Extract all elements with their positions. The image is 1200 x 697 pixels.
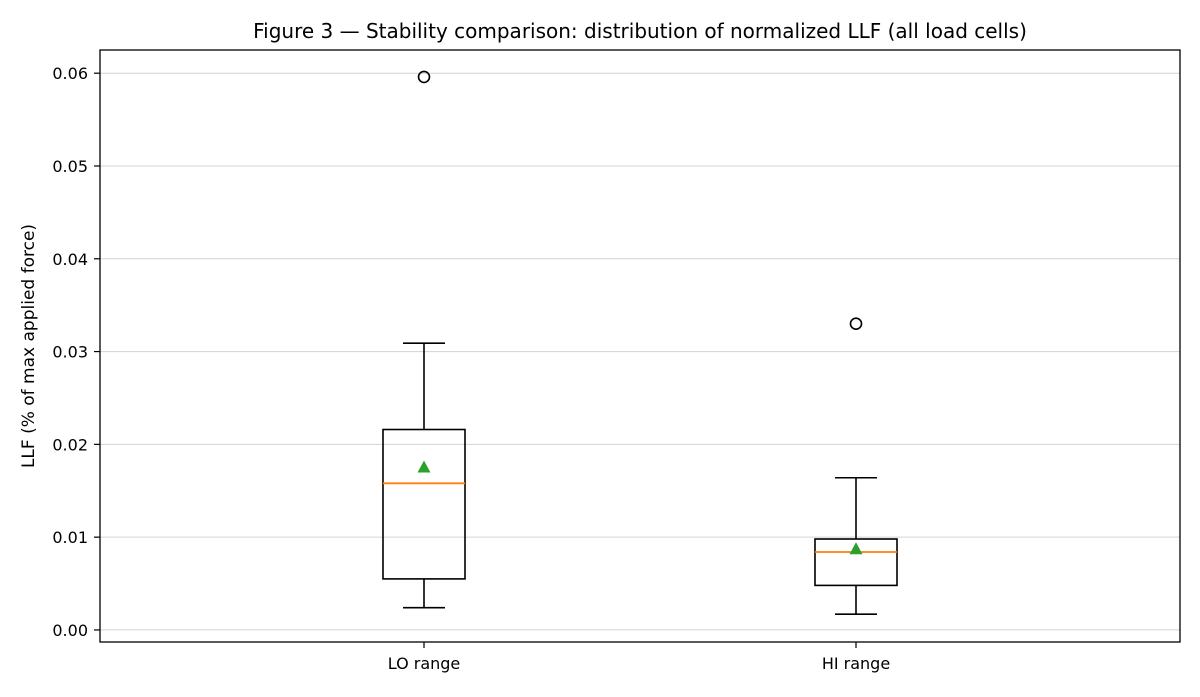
box-group-hi-range bbox=[814, 317, 898, 615]
y-tick-label: 0.01 bbox=[52, 528, 88, 547]
y-tick-label: 0.06 bbox=[52, 64, 88, 83]
outlier-point bbox=[417, 70, 431, 84]
x-tick-label: LO range bbox=[388, 654, 461, 673]
y-axis-label: LLF (% of max applied force) bbox=[19, 224, 39, 468]
y-tick-label: 0.04 bbox=[52, 250, 88, 269]
y-tick-label: 0.03 bbox=[52, 343, 88, 362]
mean-marker bbox=[417, 460, 431, 473]
grid bbox=[100, 72, 1180, 631]
x-tick-label: HI range bbox=[822, 654, 890, 673]
chart-title: Figure 3 — Stability comparison: distrib… bbox=[253, 19, 1027, 43]
outlier-point bbox=[849, 317, 863, 331]
x-axis: LO range HI range bbox=[388, 642, 890, 673]
y-tick-label: 0.05 bbox=[52, 157, 88, 176]
y-tick-label: 0.02 bbox=[52, 435, 88, 454]
box-group-lo-range bbox=[382, 70, 466, 609]
iqr-box bbox=[382, 428, 466, 580]
plot-frame bbox=[99, 49, 1181, 643]
y-axis: 0.00 0.01 0.02 0.03 0.04 0.05 0.06 bbox=[52, 64, 100, 640]
iqr-box bbox=[814, 538, 898, 587]
y-tick-label: 0.00 bbox=[52, 621, 88, 640]
plot-area bbox=[382, 70, 898, 615]
mean-marker bbox=[849, 542, 863, 555]
